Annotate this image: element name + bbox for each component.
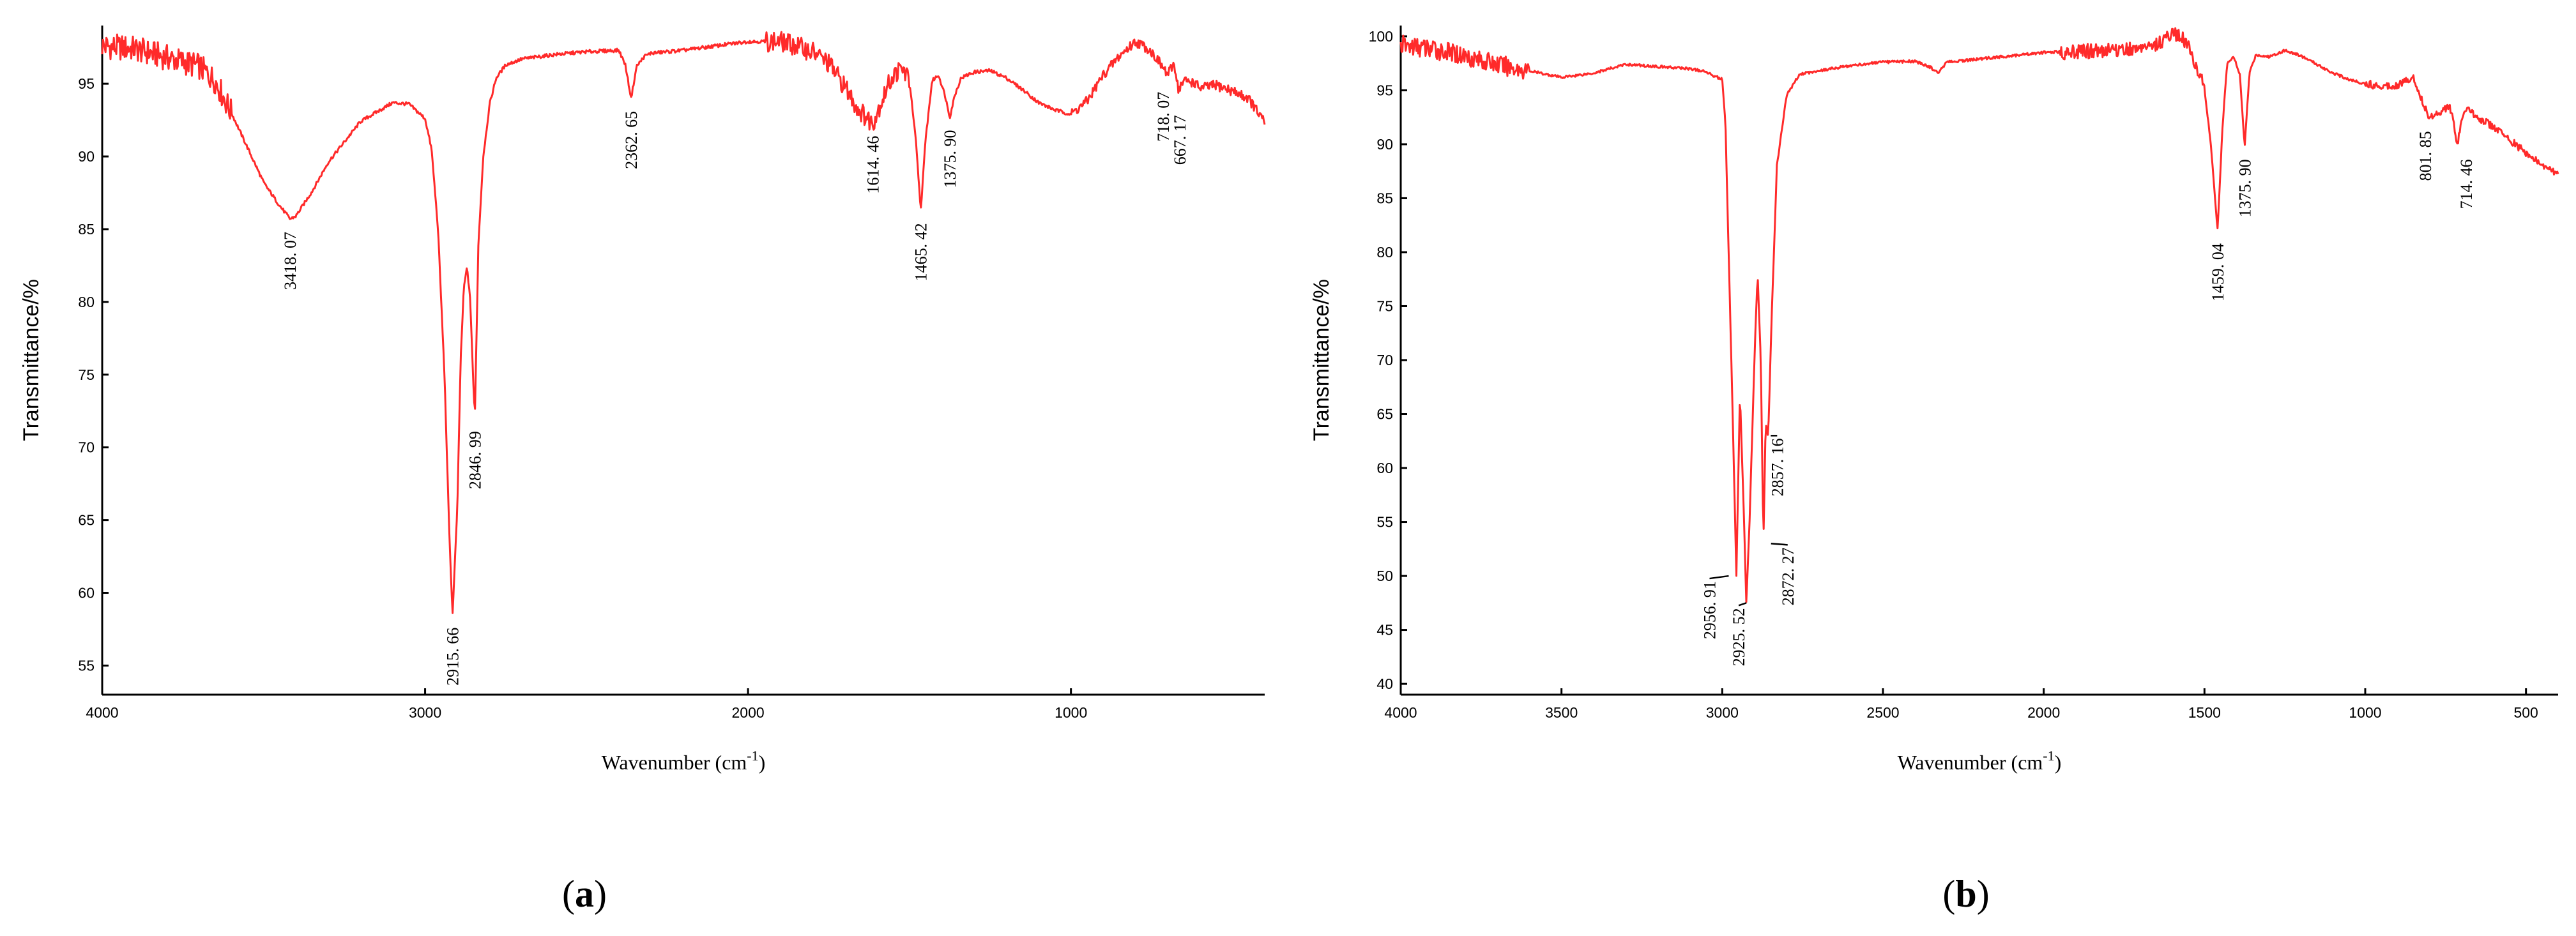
x-tick-label: 3000 [1706,704,1739,721]
spectrum-line [101,31,1266,614]
chart-panel-a: 55 60 65 70 75 80 85 90 95 4000 3000 2000 1000 Transm… [19,26,1266,915]
caption-open-paren: ( [1942,873,1955,915]
x-tick-label: 2500 [1866,704,1899,721]
peak-label: 1614. 46 [864,136,882,194]
x-tick-label: 1000 [2349,704,2381,721]
y-tick-label: 50 [1376,568,1393,584]
y-tick-label: 90 [78,148,95,165]
peak-leader-line [1771,543,1788,546]
panel-caption: (b) [1942,873,1989,915]
peak-label: 1459. 04 [2209,243,2227,301]
x-axis-title-main: Wavenumber (cm [1898,751,2043,774]
x-tick-label: 500 [2513,704,2538,721]
x-axis-title-superscript: -1 [2043,748,2054,764]
y-tick-label: 95 [1376,82,1393,98]
x-axis-title: Wavenumber (cm-1) [1898,748,2062,774]
peak-label: 714. 46 [2457,159,2476,209]
x-axis-title-superscript: -1 [747,748,758,764]
peak-label: 3418. 07 [281,232,300,290]
x-tick-label: 4000 [1384,704,1417,721]
y-tick-label: 65 [78,512,95,529]
x-tick-label: 3500 [1545,704,1578,721]
y-tick-label: 75 [78,366,95,383]
peak-label: 2857. 16 [1768,438,1787,496]
peak-label: 718. 07 [1154,92,1173,142]
y-tick-label: 85 [78,221,95,238]
y-tick-label: 70 [78,439,95,456]
caption-close-paren: ) [594,873,607,915]
peak-label: 2846. 99 [466,431,484,489]
caption-letter: a [575,873,594,915]
x-tick-label: 2000 [732,704,765,721]
chart-panel-b: 40 45 50 55 60 65 70 75 80 85 90 95 100 4000 3500 3000 2… [1309,26,2559,915]
y-tick-label: 55 [1376,514,1393,531]
x-tick-label: 3000 [409,704,441,721]
caption-close-paren: ) [1977,873,1990,915]
y-axis-title: Transmittance/% [19,279,43,441]
y-tick-label: 45 [1376,622,1393,638]
x-tick-label: 1000 [1055,704,1087,721]
x-tick-label: 2000 [2027,704,2060,721]
peak-label: 2956. 91 [1700,581,1719,639]
panel-caption: (a) [562,873,607,915]
x-axis-title-end: ) [759,751,766,774]
y-tick-label: 80 [1376,244,1393,260]
y-tick-label: 80 [78,294,95,310]
peak-leader-line [1738,602,1747,607]
y-tick-label: 70 [1376,352,1393,368]
y-tick-label: 75 [1376,298,1393,314]
peak-label: 2362. 65 [622,111,641,169]
y-tick-label: 100 [1369,28,1393,45]
peak-label: 1375. 90 [941,130,959,188]
y-tick-label: 65 [1376,406,1393,423]
y-tick-label: 60 [1376,460,1393,476]
peak-label: 1375. 90 [2236,159,2254,217]
x-axis-title-main: Wavenumber (cm [602,751,747,774]
peak-label: 2925. 52 [1730,608,1748,666]
caption-open-paren: ( [562,873,575,915]
y-tick-label: 60 [78,585,95,601]
peak-label: 667. 17 [1171,115,1189,165]
peak-label: 1465. 42 [912,223,931,281]
y-tick-label: 55 [78,657,95,674]
y-tick-label: 90 [1376,136,1393,153]
y-tick-label: 40 [1376,676,1393,692]
x-tick-label: 4000 [86,704,118,721]
peak-label: 801. 85 [2416,131,2435,181]
x-axis-title: Wavenumber (cm-1) [602,748,766,774]
peak-leader-line [1709,575,1729,580]
y-axis-title: Transmittance/% [1309,279,1334,441]
x-axis-title-end: ) [2055,751,2062,774]
peak-label: 2872. 27 [1779,547,1797,605]
spectrum-line [1399,27,2559,603]
x-tick-label: 1500 [2188,704,2221,721]
caption-letter: b [1955,873,1976,915]
y-tick-label: 85 [1376,190,1393,206]
peak-label: 2915. 66 [444,628,462,686]
y-tick-label: 95 [78,75,95,92]
